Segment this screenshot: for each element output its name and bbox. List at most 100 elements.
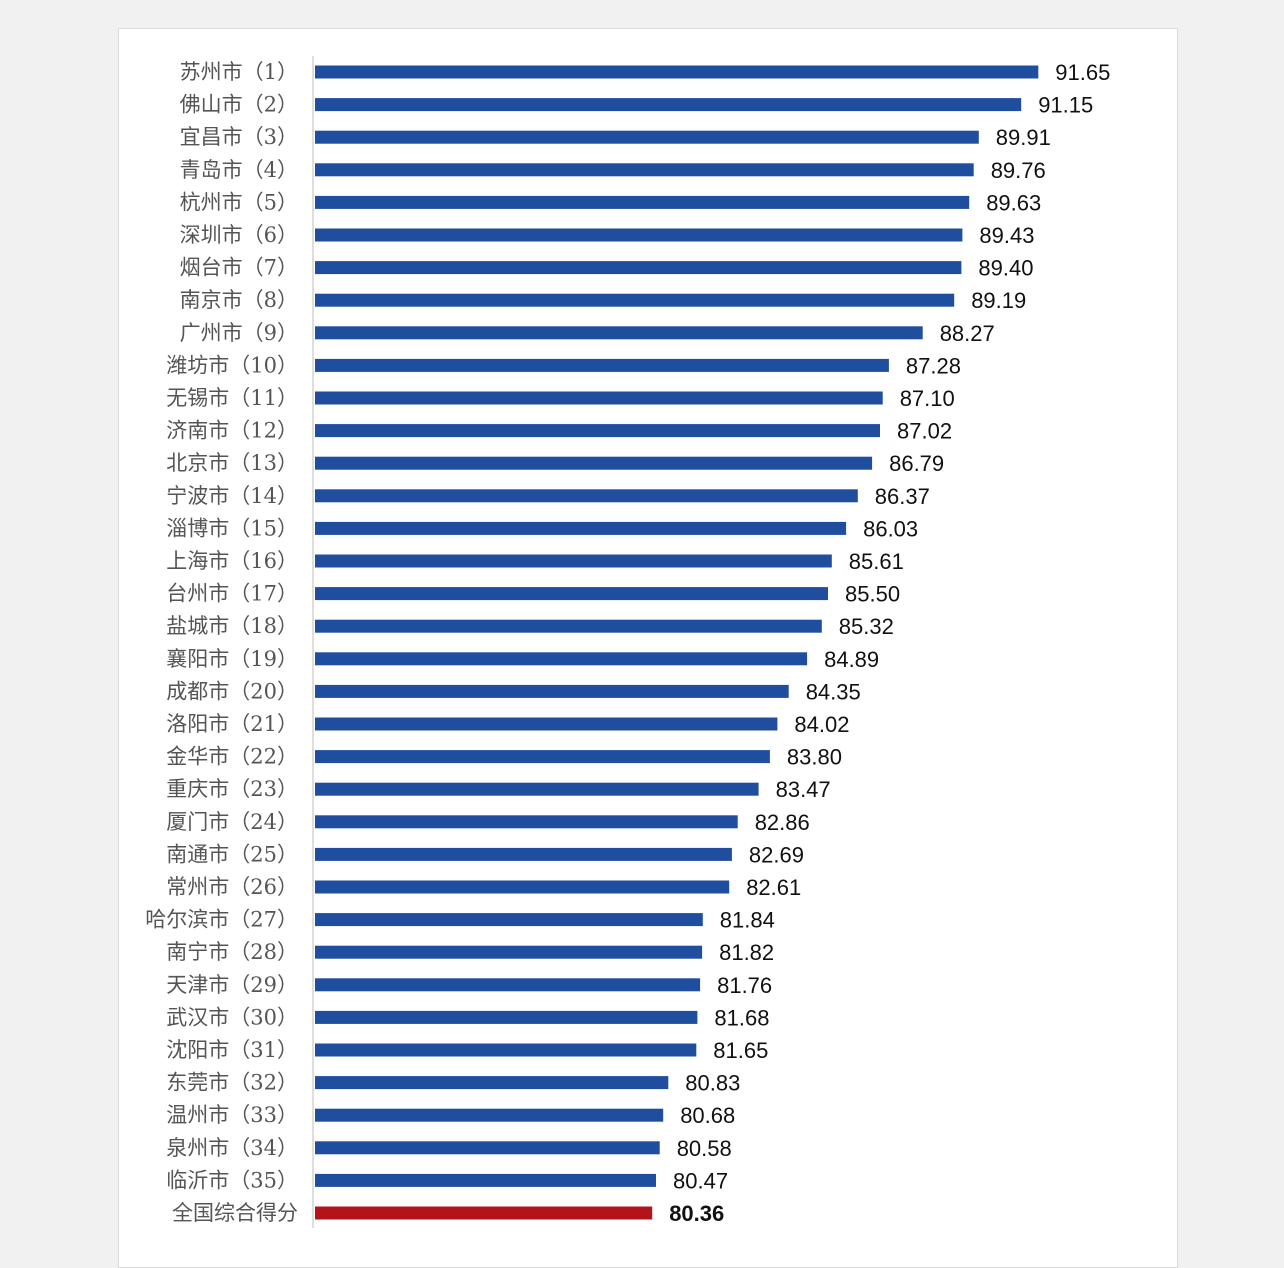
category-label: 杭州市（5）	[180, 190, 298, 214]
bar-22	[315, 750, 770, 764]
value-label: 89.76	[991, 158, 1046, 183]
value-label: 80.68	[680, 1103, 735, 1128]
category-label: 洛阳市（21）	[166, 712, 298, 736]
value-label: 81.82	[719, 940, 774, 965]
bar-23	[315, 782, 759, 796]
bar-32	[315, 1076, 669, 1090]
value-label: 84.35	[806, 679, 861, 704]
bar-6	[315, 228, 963, 242]
bar-27	[315, 913, 703, 927]
bar-19	[315, 652, 808, 666]
bar-15	[315, 521, 847, 535]
bar-34	[315, 1141, 660, 1155]
bar-35	[315, 1173, 656, 1187]
category-label: 青岛市（4）	[180, 158, 298, 182]
category-label: 济南市（12）	[166, 419, 298, 443]
bar-2	[315, 98, 1022, 112]
category-label: 宜昌市（3）	[180, 125, 298, 149]
value-label: 89.40	[978, 256, 1033, 281]
value-label: 80.58	[677, 1136, 732, 1161]
value-label: 80.36	[669, 1201, 724, 1226]
bar-national-score	[315, 1206, 653, 1220]
bar-13	[315, 456, 873, 470]
category-label: 成都市（20）	[166, 679, 298, 703]
category-label: 深圳市（6）	[180, 223, 298, 247]
category-label: 东莞市（32）	[166, 1071, 298, 1095]
category-label: 金华市（22）	[166, 745, 298, 769]
category-label: 南通市（25）	[166, 842, 298, 866]
bar-3	[315, 130, 979, 144]
bar-9	[315, 326, 923, 340]
bar-7	[315, 261, 962, 275]
value-label: 85.50	[845, 582, 900, 607]
value-label: 91.15	[1038, 93, 1093, 118]
bar-31	[315, 1043, 697, 1057]
bar-16	[315, 554, 832, 568]
bar-12	[315, 424, 880, 438]
category-label: 哈尔滨市（27）	[145, 908, 298, 932]
bar-28	[315, 945, 703, 959]
bar-21	[315, 717, 778, 731]
category-label: 广州市（9）	[180, 321, 298, 345]
value-label: 85.32	[839, 614, 894, 639]
value-label: 89.63	[986, 190, 1041, 215]
value-label: 81.68	[714, 1005, 769, 1030]
value-label: 87.28	[906, 353, 961, 378]
bar-24	[315, 815, 738, 829]
category-label: 宁波市（14）	[166, 484, 298, 508]
category-labels-group: 苏州市（1） 佛山市（2） 宜昌市（3） 青岛市（4） 杭州市（5） 深圳市（6） 烟台市（…	[145, 60, 298, 1225]
category-label: 南京市（8）	[180, 288, 298, 312]
value-label: 82.61	[746, 875, 801, 900]
value-labels-group: 91.65 91.15 89.91 89.76 89.63 89.43 89.40 89.19…	[669, 60, 1110, 1226]
bar-8	[315, 293, 955, 307]
value-label: 87.10	[900, 386, 955, 411]
category-label: 北京市（13）	[166, 451, 298, 475]
value-label: 81.84	[720, 908, 775, 933]
category-label: 重庆市（23）	[166, 777, 298, 801]
category-label: 潍坊市（10）	[166, 353, 298, 377]
value-label: 89.43	[979, 223, 1034, 248]
value-label: 86.79	[889, 451, 944, 476]
category-label: 临沂市（35）	[166, 1168, 298, 1192]
bar-14	[315, 489, 858, 503]
category-label: 台州市（17）	[166, 582, 298, 606]
category-label: 南宁市（28）	[166, 940, 298, 964]
value-label: 88.27	[940, 321, 995, 346]
category-label: 盐城市（18）	[166, 614, 298, 638]
category-label: 无锡市（11）	[166, 386, 298, 410]
bar-4	[315, 163, 974, 177]
category-label: 武汉市（30）	[166, 1005, 298, 1029]
bar-11	[315, 391, 883, 405]
category-label: 淄博市（15）	[166, 516, 298, 540]
bar-25	[315, 847, 732, 861]
bar-18	[315, 619, 822, 633]
value-label: 91.65	[1055, 60, 1110, 85]
value-label: 83.47	[776, 777, 831, 802]
category-label: 沈阳市（31）	[166, 1038, 298, 1062]
value-label: 83.80	[787, 745, 842, 770]
bar-5	[315, 195, 970, 209]
value-label: 86.03	[863, 516, 918, 541]
bar-1	[315, 65, 1039, 79]
value-label: 85.61	[849, 549, 904, 574]
category-label: 烟台市（7）	[180, 256, 298, 280]
category-label: 佛山市（2）	[180, 93, 298, 117]
value-label: 81.76	[717, 973, 772, 998]
value-label: 81.65	[713, 1038, 768, 1063]
bar-30	[315, 1010, 698, 1024]
bar-20	[315, 684, 789, 698]
category-label: 上海市（16）	[166, 549, 298, 573]
value-label: 84.89	[824, 647, 879, 672]
category-label: 天津市（29）	[166, 973, 298, 997]
bar-17	[315, 587, 828, 601]
value-label: 80.83	[685, 1071, 740, 1096]
category-label: 温州市（33）	[166, 1103, 298, 1127]
value-label: 89.19	[971, 288, 1026, 313]
value-label: 84.02	[794, 712, 849, 737]
category-label: 厦门市（24）	[166, 810, 298, 834]
category-label: 泉州市（34）	[166, 1136, 298, 1160]
value-label: 82.69	[749, 842, 804, 867]
bar-10	[315, 358, 889, 372]
value-label: 87.02	[897, 419, 952, 444]
value-label: 80.47	[673, 1168, 728, 1193]
